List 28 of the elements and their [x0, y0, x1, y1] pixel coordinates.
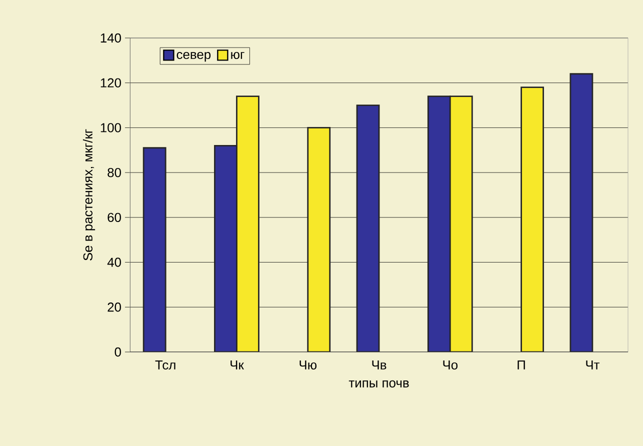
bar — [214, 144, 238, 352]
x-axis-title: типы почв — [348, 380, 409, 388]
legend-label: юг — [231, 52, 244, 60]
bar — [520, 86, 544, 352]
y-axis-title: Se в растениях, мкг/кг — [82, 129, 96, 260]
x-tick-label: П — [518, 360, 525, 370]
y-tick-label: 120 — [100, 78, 121, 88]
x-tick-label: Чт — [586, 360, 600, 370]
y-tick-label: 80 — [108, 168, 121, 178]
legend-label: север — [176, 52, 211, 62]
y-tick-label: 20 — [108, 302, 121, 312]
bar — [307, 127, 331, 352]
y-tick-label: 60 — [108, 212, 121, 222]
y-tick-label: 100 — [100, 123, 121, 132]
bar — [356, 104, 380, 352]
y-tick-label: 40 — [107, 258, 121, 267]
bar — [570, 73, 594, 352]
bar — [236, 96, 260, 352]
bar — [142, 147, 166, 352]
x-tick-label: Тсл — [155, 360, 176, 370]
x-tick-label: Чю — [300, 360, 317, 370]
y-tick-label: 0 — [114, 347, 121, 357]
bar — [427, 96, 451, 352]
x-tick-label: Чо — [443, 360, 458, 370]
x-tick-label: Чк — [230, 360, 244, 370]
y-tick-label: 140 — [100, 33, 121, 43]
x-tick-label: Чв — [372, 360, 386, 370]
bar — [449, 96, 473, 352]
